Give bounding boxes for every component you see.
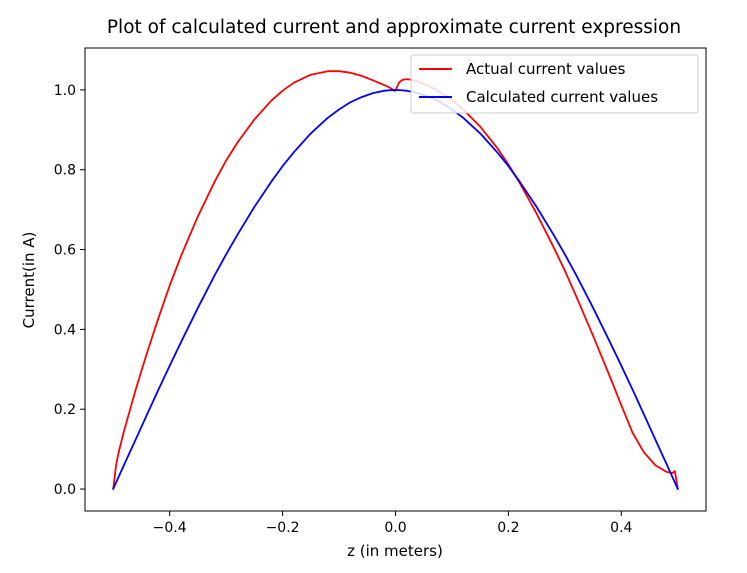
x-tick-label: 0.2 (497, 520, 519, 536)
x-axis-label: z (in meters) (347, 542, 443, 560)
x-tick-label: −0.2 (266, 520, 300, 536)
series-layer (112, 70, 679, 490)
plot-area (84, 47, 707, 512)
y-axis: 0.0 0.2 0.4 0.6 0.8 1.0 (54, 83, 85, 498)
x-axis: −0.4 −0.2 0.0 0.2 0.4 (153, 511, 633, 536)
y-tick-label: 0.0 (54, 482, 76, 498)
y-tick-label: 1.0 (54, 83, 76, 99)
y-tick-label: 0.8 (54, 163, 76, 179)
legend-frame (410, 54, 699, 114)
legend-label-actual: Actual current values (466, 60, 626, 78)
legend-label-calculated: Calculated current values (466, 88, 658, 106)
x-tick-label: −0.4 (153, 520, 187, 536)
series-line-calculated (112, 89, 679, 490)
chart-title: Plot of calculated current and approxima… (107, 17, 681, 38)
x-tick-label: 0.0 (384, 520, 406, 536)
legend: Actual current values Calculated current… (410, 54, 699, 114)
axes-frame (84, 47, 707, 512)
x-tick-label: 0.4 (610, 520, 632, 536)
y-tick-label: 0.4 (54, 322, 76, 338)
y-axis-label: Current(in A) (20, 232, 38, 329)
y-tick-label: 0.6 (54, 243, 76, 259)
y-tick-label: 0.2 (54, 402, 76, 418)
